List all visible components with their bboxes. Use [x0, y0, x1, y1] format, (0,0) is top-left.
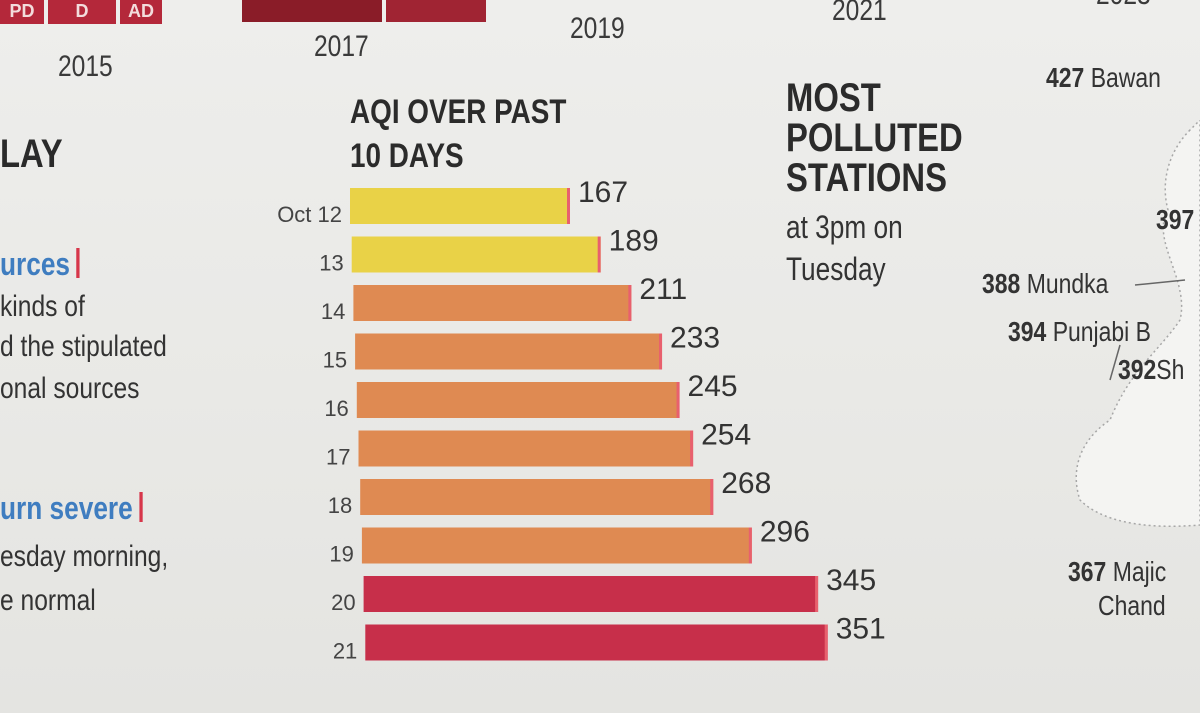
aqi-bar-edge: [567, 188, 570, 224]
aqi-bar-edge: [710, 479, 714, 515]
station-aqi: 367: [1068, 556, 1107, 587]
aqi-bar: [363, 576, 819, 612]
mp-subtitle-line: Tuesday: [786, 251, 886, 287]
body-line: d the stipulated: [0, 330, 167, 363]
legend-tab-pd: PD: [0, 0, 44, 24]
station-name: Punjabi B: [1052, 316, 1151, 347]
aqi-bar-edge: [597, 236, 601, 273]
section2-title-text: urn severe: [0, 490, 133, 526]
aqi-category-label: 17: [326, 445, 350, 470]
body-line: e normal: [0, 584, 96, 617]
body-line: kinds of: [0, 290, 85, 323]
legend-tab-d: D: [48, 0, 116, 24]
aqi-bar-edge: [659, 333, 663, 370]
station-aqi: 392: [1118, 354, 1157, 385]
station-name: Chand: [1098, 590, 1166, 621]
station-sh: 392Sh: [1118, 354, 1184, 386]
aqi-value-label: 245: [688, 370, 738, 403]
aqi-bar-edge: [628, 285, 632, 321]
station-aqi: 397: [1156, 204, 1195, 235]
aqi-value-label: 189: [609, 225, 659, 258]
mp-title-line: MOST: [786, 76, 881, 120]
year-label-2021: 2021: [832, 0, 887, 27]
aqi-bar: [360, 479, 714, 515]
aqi-bar: [355, 333, 663, 370]
aqi-category-label: Oct 12: [277, 202, 342, 227]
station-name: Mundka: [1026, 268, 1109, 299]
aqi-bar: [365, 624, 828, 661]
section1-title-text: urces: [0, 246, 71, 282]
aqi-category-label: 15: [323, 348, 347, 373]
section-divider: [139, 492, 143, 522]
timeline-bar: [242, 0, 382, 22]
section1-title: urces: [0, 246, 80, 283]
delhi-map-outline: [1075, 120, 1200, 528]
station-name: Bawan: [1090, 62, 1161, 93]
year-label-2019: 2019: [570, 12, 625, 45]
aqi-value-label: 351: [836, 613, 886, 646]
aqi-bar: [358, 430, 694, 467]
aqi-bar-edge: [824, 624, 828, 661]
body-line: esday morning,: [0, 540, 169, 573]
station-aqi: 388: [982, 268, 1021, 299]
aqi-bar-edge: [676, 382, 680, 418]
aqi-bar-edge: [748, 527, 752, 564]
aqi-category-label: 19: [329, 542, 353, 567]
station-name: Majic: [1112, 556, 1167, 587]
aqi-value-label: 345: [826, 564, 876, 597]
station-mundka: 388 Mundka: [982, 268, 1108, 300]
aqi-bar-edge: [815, 576, 819, 612]
aqi-value-label: 268: [721, 467, 771, 500]
aqi-category-label: 18: [328, 493, 352, 518]
aqi-bar: [351, 236, 601, 273]
section2-title: urn severe: [0, 490, 143, 527]
aqi-bar: [350, 188, 570, 224]
body-line: onal sources: [0, 372, 140, 405]
aqi-bar: [356, 382, 680, 418]
aqi-bar: [361, 527, 752, 564]
station-name: Sh: [1156, 354, 1185, 385]
mp-title-line: POLLUTED: [786, 116, 963, 160]
year-label-2017: 2017: [314, 30, 369, 63]
aqi-bar-edge: [690, 430, 694, 467]
mp-title-line: STATIONS: [786, 156, 947, 200]
timeline-bar: [386, 0, 486, 22]
aqi-value-label: 296: [760, 516, 810, 549]
section-divider: [76, 248, 80, 278]
chart-title-line2: 10 DAYS: [350, 138, 464, 174]
station-bawana: 427 Bawan: [1046, 62, 1161, 94]
year-label-2023: 2023: [1096, 0, 1151, 12]
aqi-value-label: 254: [701, 419, 751, 452]
aqi-value-label: 167: [578, 176, 628, 209]
chart-title-line1: AQI OVER PAST: [350, 94, 566, 130]
station-chandni: Chand: [1098, 590, 1166, 622]
aqi-category-label: 20: [331, 590, 355, 615]
year-label-2015: 2015: [58, 50, 113, 83]
aqi-category-label: 16: [324, 396, 348, 421]
station-majnu: 367 Majic: [1068, 556, 1166, 588]
aqi-category-label: 13: [319, 251, 343, 276]
aqi-value-label: 233: [670, 322, 720, 355]
aqi-category-label: 14: [321, 299, 345, 324]
chart-title-text: 10 DAYS: [350, 137, 464, 175]
mp-subtitle-line: at 3pm on: [786, 209, 903, 245]
station-unnamed: 397: [1156, 204, 1194, 236]
station-aqi: 427: [1046, 62, 1085, 93]
chart-title-text: AQI OVER PAST: [350, 93, 567, 131]
station-aqi: 394: [1008, 316, 1047, 347]
aqi-value-label: 211: [639, 273, 687, 306]
aqi-bar: [353, 285, 632, 321]
station-punjabi-bagh: 394 Punjabi B: [1008, 316, 1151, 348]
aqi-category-label: 21: [333, 639, 357, 664]
section-heading: LAY: [0, 132, 63, 176]
legend-tab-ad: AD: [120, 0, 162, 24]
